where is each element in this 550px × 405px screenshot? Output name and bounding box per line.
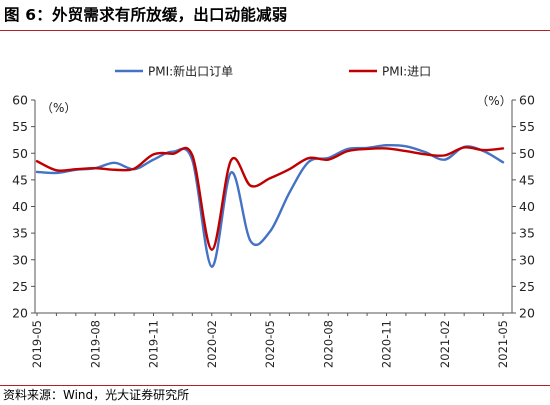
axes: 20 20 25 25 30 30 35 35 40 40 45 45 50 50 55 55 60 60 2019… — [12, 93, 535, 369]
left-axis-tick-label: 50 — [12, 146, 28, 161]
right-axis-tick-label: 20 — [519, 306, 535, 321]
left-axis-tick-label: 20 — [12, 306, 28, 321]
right-axis-unit-label: （%） — [476, 94, 511, 108]
left-axis-tick-label: 45 — [12, 172, 28, 187]
series-line-2 — [35, 146, 505, 251]
right-axis-tick-label: 50 — [519, 146, 535, 161]
left-axis-tick-label: 55 — [12, 119, 28, 134]
left-axis-tick-label: 60 — [12, 93, 28, 108]
series-line-1 — [35, 143, 505, 268]
legend-label-2: PMI:进口 — [382, 65, 431, 79]
legend: PMI:新出口订单 PMI:进口 — [115, 64, 431, 79]
right-axis-tick-label: 40 — [519, 199, 535, 214]
right-axis-tick-label: 60 — [519, 93, 535, 108]
right-axis-tick-label: 30 — [519, 252, 535, 267]
left-axis-tick-label: 40 — [12, 199, 28, 214]
left-axis-unit-label: （%） — [41, 101, 76, 115]
source-note: 资料来源：Wind，光大证券研究所 — [3, 388, 190, 402]
right-axis-tick-label: 45 — [519, 172, 535, 187]
title-rule — [0, 30, 550, 31]
x-axis-tick-label: 2020-02 — [205, 320, 219, 368]
right-axis-tick-label: 55 — [519, 119, 535, 134]
x-axis-tick-label: 2020-11 — [380, 320, 394, 368]
x-axis-tick-label: 2020-05 — [263, 320, 277, 368]
left-axis-tick-label: 30 — [12, 252, 28, 267]
figure-title: 图 6：外贸需求有所放缓，出口动能减弱 — [4, 6, 288, 24]
right-axis-tick-label: 25 — [519, 279, 535, 294]
right-axis-tick-label: 35 — [519, 226, 535, 241]
series-layer — [35, 143, 505, 268]
x-axis-tick-label: 2020-08 — [321, 320, 335, 368]
x-axis-tick-label: 2019-11 — [147, 320, 161, 368]
x-axis-tick-label: 2019-08 — [88, 320, 102, 368]
x-axis-tick-label: 2021-02 — [438, 320, 452, 368]
legend-label-1: PMI:新出口订单 — [148, 64, 233, 79]
x-axis-tick-label: 2019-05 — [30, 320, 44, 368]
bottom-rule — [0, 385, 550, 386]
left-axis-tick-label: 25 — [12, 279, 28, 294]
left-axis-tick-label: 35 — [12, 226, 28, 241]
line-chart: PMI:新出口订单 PMI:进口 20 20 25 25 30 30 35 35 40 40 45 45… — [12, 64, 535, 369]
x-axis-tick-label: 2021-05 — [496, 320, 510, 368]
